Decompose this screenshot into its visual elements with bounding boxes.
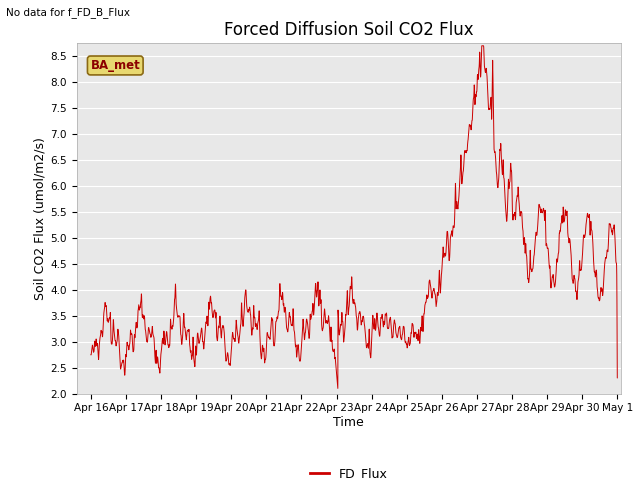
Legend: FD_Flux: FD_Flux (305, 462, 392, 480)
Text: BA_met: BA_met (90, 59, 140, 72)
Y-axis label: Soil CO2 Flux (umol/m2/s): Soil CO2 Flux (umol/m2/s) (33, 137, 46, 300)
X-axis label: Time: Time (333, 416, 364, 429)
Title: Forced Diffusion Soil CO2 Flux: Forced Diffusion Soil CO2 Flux (224, 21, 474, 39)
Text: No data for f_FD_B_Flux: No data for f_FD_B_Flux (6, 7, 131, 18)
